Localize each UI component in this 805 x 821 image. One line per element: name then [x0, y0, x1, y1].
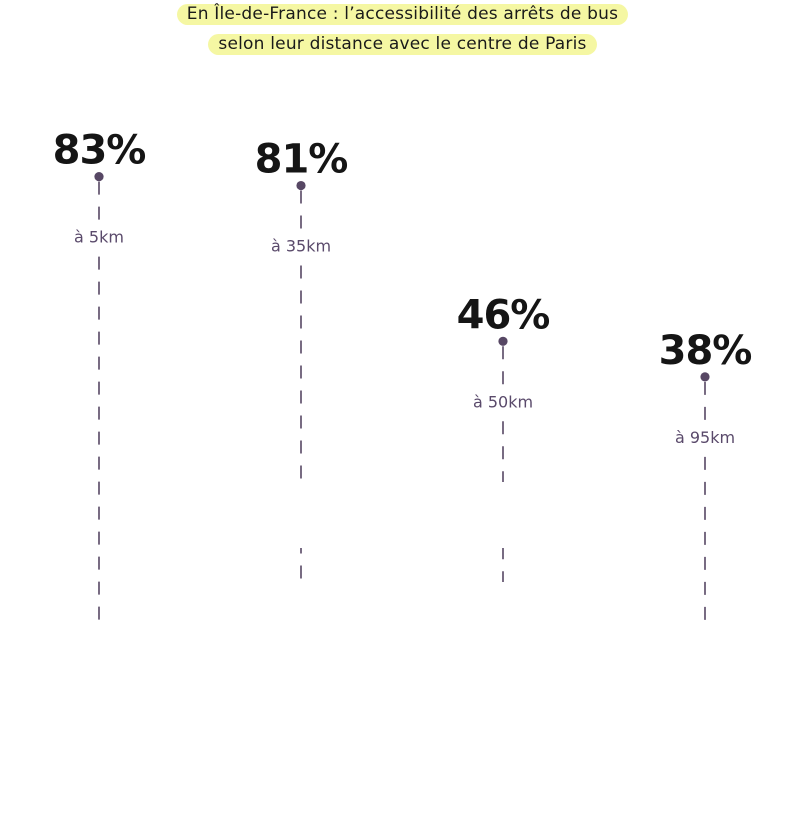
category-label-1: à 5km — [74, 228, 124, 247]
lollipop-dot-4 — [700, 372, 710, 382]
value-label-4: 38% — [659, 328, 752, 374]
chart-title: En Île-de-France : l’accessibilité des a… — [0, 0, 805, 60]
lollipop-dot-3 — [498, 336, 508, 346]
chart-title-line-2: selon leur distance avec le centre de Pa… — [208, 34, 597, 55]
category-label-3: à 50km — [473, 392, 533, 411]
chart-title-line-1-row: En Île-de-France : l’accessibilité des a… — [0, 0, 805, 30]
label-backdrop-2 — [267, 233, 335, 260]
category-label-4: à 95km — [675, 428, 735, 447]
chart-title-line-1: En Île-de-France : l’accessibilité des a… — [176, 4, 629, 25]
label-backdrop-4 — [671, 424, 739, 451]
label-backdrop-3 — [469, 389, 537, 416]
stem-gap-2 — [297, 482, 305, 548]
value-label-3: 46% — [457, 292, 550, 338]
label-backdrop-1 — [65, 224, 133, 251]
value-label-1: 83% — [53, 128, 146, 174]
stem-gap-3 — [499, 482, 507, 548]
lollipop-dot-1 — [94, 172, 104, 182]
value-label-2: 81% — [255, 137, 348, 183]
category-label-2: à 35km — [271, 237, 331, 256]
lollipop-dot-2 — [296, 180, 306, 191]
chart-title-line-2-row: selon leur distance avec le centre de Pa… — [0, 30, 805, 60]
